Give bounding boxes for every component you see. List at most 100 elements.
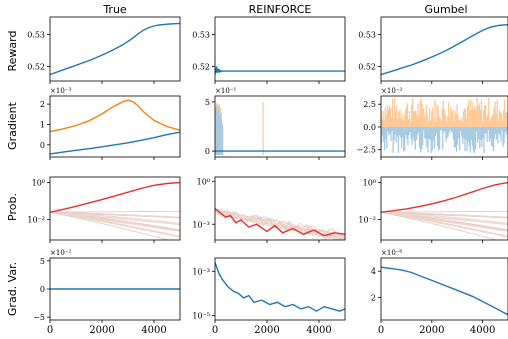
- panel-9: −505×10⁻²0 2000 4000: [33, 249, 181, 336]
- series-line-orange: [50, 99, 180, 133]
- category-line: [50, 211, 180, 218]
- category-line: [50, 211, 180, 238]
- axes-frame: [214, 95, 346, 158]
- y-tick-label: 0: [40, 141, 45, 150]
- axes-frame: [380, 176, 508, 241]
- category-line: [381, 211, 508, 218]
- axes-frame: [214, 257, 346, 321]
- y-tick-label: −2.5: [357, 146, 376, 155]
- y-tick-label: 10⁰: [197, 177, 210, 186]
- series-line-red: [215, 207, 345, 237]
- panel-7: 10⁰ 10⁻³: [192, 176, 346, 243]
- plot-area: [215, 262, 345, 312]
- x-tick-label: 2000: [419, 325, 444, 335]
- y-tick-label: 0.52: [27, 63, 45, 72]
- panel-0: 0.52 0.53: [27, 16, 181, 84]
- x-tick-label: 4000: [470, 325, 495, 335]
- y-tick-label: 4: [371, 267, 376, 276]
- x-tick-label: 2000: [89, 325, 114, 335]
- scale-label: ×10⁻⁶: [381, 249, 402, 257]
- plot-area: [381, 181, 508, 240]
- series-line-blue: [50, 22, 180, 76]
- series-line-blue: [215, 66, 345, 75]
- y-tick-label: 2.5: [363, 100, 376, 109]
- plot-area: [381, 97, 508, 154]
- y-tick-label: 10⁻³: [192, 220, 210, 229]
- y-tick-label: 5: [40, 257, 45, 266]
- x-tick-label: 4000: [141, 325, 166, 335]
- plot-area: [215, 207, 345, 240]
- y-tick-label: 2: [371, 294, 376, 303]
- series-line-blue: [215, 262, 345, 312]
- y-tick-label: 0: [40, 285, 45, 294]
- y-tick-label: 5: [205, 98, 210, 107]
- y-tick-label: 10⁻³: [192, 267, 210, 276]
- plot-area: [381, 24, 508, 76]
- plot-area: [215, 101, 345, 156]
- column-title-gumbel: Gumbel: [424, 3, 467, 16]
- y-tick-label: 0.0: [363, 123, 376, 132]
- row-label-prob: Prob.: [6, 193, 19, 221]
- column-title-reinforce: REINFORCE: [249, 3, 312, 16]
- panel-6: 10⁰ 10⁻²: [27, 176, 181, 243]
- plot-area: [50, 99, 180, 155]
- category-line: [215, 208, 345, 240]
- panel-5: −2.5 0.0 2.5 ×10⁻²: [357, 87, 508, 160]
- y-tick-label: 10⁻²: [27, 216, 45, 225]
- y-tick-label: 0.52: [358, 63, 376, 72]
- axes-frame: [380, 95, 508, 158]
- axes-frame: [214, 176, 346, 241]
- x-tick-label: 4000: [306, 325, 331, 335]
- category-line: [381, 211, 508, 238]
- plot-area: [215, 66, 345, 75]
- category-line: [381, 211, 499, 240]
- category-line: [50, 211, 170, 240]
- y-tick-label: 0.53: [27, 31, 45, 40]
- series-line-blue: [50, 131, 180, 155]
- category-line: [381, 210, 508, 213]
- panel-10: 10⁻³ 10⁻⁵0 2000 4000: [192, 257, 346, 336]
- scale-label: ×10⁻²: [381, 87, 402, 95]
- y-tick-label: 1: [40, 120, 45, 129]
- category-line: [50, 211, 180, 232]
- category-line: [50, 211, 180, 225]
- y-tick-label: 10⁻²: [358, 216, 376, 225]
- plot-area: [50, 181, 180, 240]
- series-line-red: [50, 181, 180, 213]
- axes-frame: [49, 16, 181, 82]
- y-tick-label: 2: [40, 100, 45, 109]
- plot-area: [50, 22, 180, 76]
- scale-label: ×10⁻²: [50, 249, 71, 257]
- category-line: [50, 211, 180, 232]
- x-tick-label: 0: [47, 325, 53, 335]
- x-tick-label: 2000: [254, 325, 279, 335]
- row-label-reward: Reward: [6, 31, 19, 72]
- category-line: [381, 211, 508, 232]
- panel-11: 2 4 ×10⁻⁶ 0 2000 4000: [371, 249, 508, 336]
- panel-3: 0 1 2 ×10⁻³: [40, 87, 181, 160]
- axes-frame: [380, 16, 508, 82]
- category-line: [50, 211, 180, 226]
- category-line: [381, 211, 508, 219]
- y-tick-label: 10⁻⁵: [192, 312, 210, 321]
- series-line-red: [381, 181, 508, 213]
- panel-8: 10⁰ 10⁻²: [358, 176, 508, 243]
- panels: 0.52 0.53 0.52 0.53 0.52 0.53 0 1 2 ×10⁻³ 0 5 ×10⁻¹ −…: [27, 16, 508, 336]
- category-line: [381, 211, 508, 225]
- category-line: [215, 211, 345, 240]
- y-tick-label: 0.52: [192, 63, 210, 72]
- category-line: [50, 210, 180, 213]
- category-line: [381, 211, 508, 226]
- axes-frame: [380, 257, 508, 321]
- plot-area: [381, 266, 508, 316]
- axes-frame: [49, 176, 181, 241]
- y-tick-label: 0.53: [358, 31, 376, 40]
- category-line: [50, 211, 180, 219]
- panel-1: 0.52 0.53: [192, 16, 346, 84]
- x-tick-label: 0: [212, 325, 218, 335]
- y-tick-label: 10⁰: [363, 179, 376, 188]
- panel-2: 0.52 0.53: [358, 16, 508, 84]
- x-tick-label: 0: [378, 325, 384, 335]
- y-tick-label: 10⁰: [32, 179, 45, 188]
